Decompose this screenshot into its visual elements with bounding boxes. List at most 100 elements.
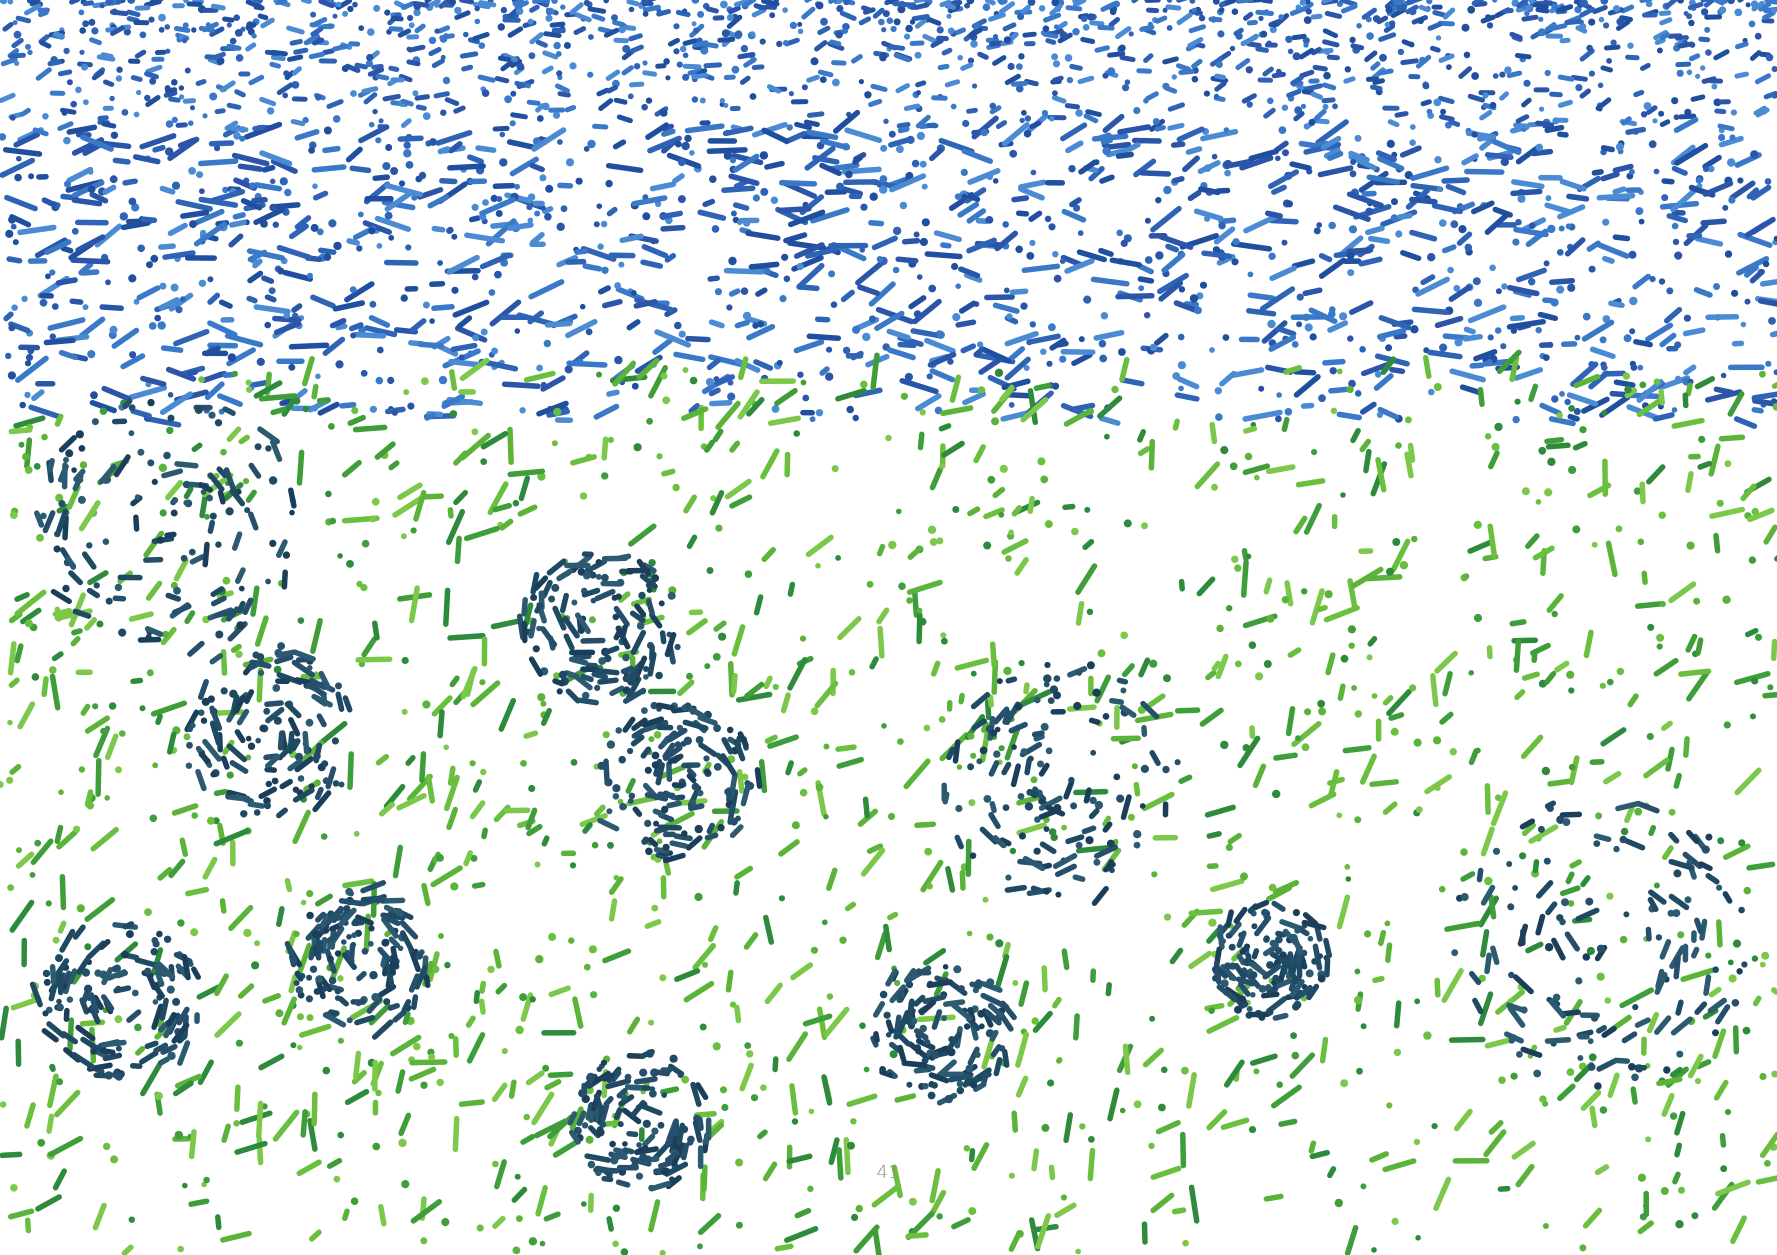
blue-stroke — [168, 292, 194, 312]
blue-stroke — [1323, 71, 1331, 80]
green-stroke — [744, 1042, 752, 1049]
blue-stroke — [1006, 313, 1013, 320]
blue-stroke — [946, 13, 952, 19]
blue-stroke — [123, 28, 131, 36]
dark-stroke — [879, 990, 888, 999]
green-stroke — [648, 1019, 655, 1026]
dark-stroke — [737, 731, 749, 748]
blue-stroke — [1090, 276, 1130, 287]
green-stroke — [1325, 652, 1336, 676]
blue-stroke — [605, 162, 644, 174]
blue-stroke — [1218, 217, 1237, 225]
green-stroke — [531, 1091, 555, 1126]
blue-stroke — [1645, 322, 1674, 342]
dark-stroke — [1083, 787, 1092, 804]
blue-stroke — [5, 352, 12, 360]
green-stroke — [866, 580, 874, 588]
blue-stroke — [333, 241, 342, 251]
blue-stroke — [1769, 330, 1777, 338]
dark-stroke — [597, 817, 620, 832]
green-stroke — [786, 1153, 813, 1165]
blue-stroke — [882, 10, 890, 18]
green-stroke — [95, 757, 102, 797]
blue-stroke — [376, 243, 383, 249]
blue-stroke — [1544, 202, 1572, 215]
green-stroke — [1521, 822, 1536, 837]
blue-stroke — [1292, 52, 1301, 61]
blue-stroke — [256, 357, 265, 366]
blue-stroke — [933, 230, 962, 243]
dark-stroke — [947, 1031, 962, 1051]
green-stroke — [48, 1135, 84, 1158]
dark-stroke — [594, 684, 601, 692]
blue-stroke — [1704, 26, 1711, 33]
blue-stroke — [7, 371, 17, 380]
blue-stroke — [1507, 284, 1540, 297]
green-stroke — [1622, 372, 1631, 380]
green-stroke — [314, 779, 321, 787]
blue-stroke — [288, 223, 309, 240]
blue-stroke — [603, 27, 620, 38]
green-stroke — [1693, 597, 1701, 605]
green-stroke — [1641, 570, 1648, 586]
green-stroke — [1691, 1212, 1699, 1220]
green-stroke — [154, 1091, 163, 1101]
green-stroke — [203, 1176, 210, 1184]
green-stroke — [1656, 1076, 1683, 1087]
blue-stroke — [1099, 354, 1108, 363]
blue-stroke — [259, 150, 293, 167]
green-stroke — [1733, 671, 1771, 686]
blue-stroke — [1310, 46, 1322, 56]
blue-stroke — [1018, 179, 1047, 190]
blue-stroke — [133, 298, 140, 305]
blue-stroke — [1499, 91, 1509, 101]
blue-stroke — [1492, 206, 1513, 218]
blue-stroke — [901, 238, 921, 245]
blue-stroke — [1570, 75, 1588, 82]
blue-stroke — [1749, 268, 1765, 284]
green-stroke — [1732, 1025, 1740, 1055]
blue-stroke — [1203, 164, 1212, 172]
green-stroke — [1633, 487, 1642, 495]
blue-stroke — [1573, 408, 1581, 415]
green-stroke — [15, 851, 35, 869]
blue-stroke — [1266, 40, 1272, 47]
green-stroke — [607, 436, 614, 443]
green-stroke — [342, 878, 375, 889]
blue-stroke — [1386, 139, 1395, 148]
blue-stroke — [162, 250, 196, 260]
blue-stroke — [1703, 0, 1717, 8]
blue-stroke — [140, 216, 158, 223]
blue-stroke — [1000, 410, 1030, 422]
dark-stroke — [1014, 702, 1023, 711]
green-stroke — [155, 713, 163, 726]
green-stroke — [1720, 1165, 1728, 1173]
dark-stroke — [1306, 983, 1320, 1001]
blue-stroke — [1675, 375, 1681, 382]
blue-stroke — [1157, 272, 1189, 295]
green-stroke — [1572, 525, 1581, 534]
blue-stroke — [1621, 116, 1632, 126]
green-stroke — [1107, 1087, 1120, 1122]
blue-stroke — [290, 119, 306, 127]
blue-stroke — [210, 3, 226, 11]
blue-stroke — [868, 220, 885, 227]
dark-stroke — [1275, 947, 1283, 955]
blue-stroke — [145, 95, 161, 107]
blue-stroke — [317, 401, 340, 416]
blue-stroke — [229, 37, 237, 45]
green-stroke — [1244, 452, 1253, 461]
blue-stroke — [1332, 103, 1338, 110]
green-stroke — [547, 1114, 574, 1140]
blue-stroke — [573, 26, 587, 35]
green-stroke — [1600, 727, 1627, 747]
green-stroke — [47, 1073, 59, 1109]
blue-stroke — [1201, 250, 1233, 259]
blue-stroke — [1015, 210, 1030, 217]
blue-stroke — [804, 247, 837, 259]
blue-stroke — [428, 47, 442, 57]
dark-stroke — [556, 688, 563, 695]
dark-stroke — [128, 404, 136, 412]
blue-stroke — [1683, 314, 1691, 322]
blue-stroke — [291, 81, 300, 89]
